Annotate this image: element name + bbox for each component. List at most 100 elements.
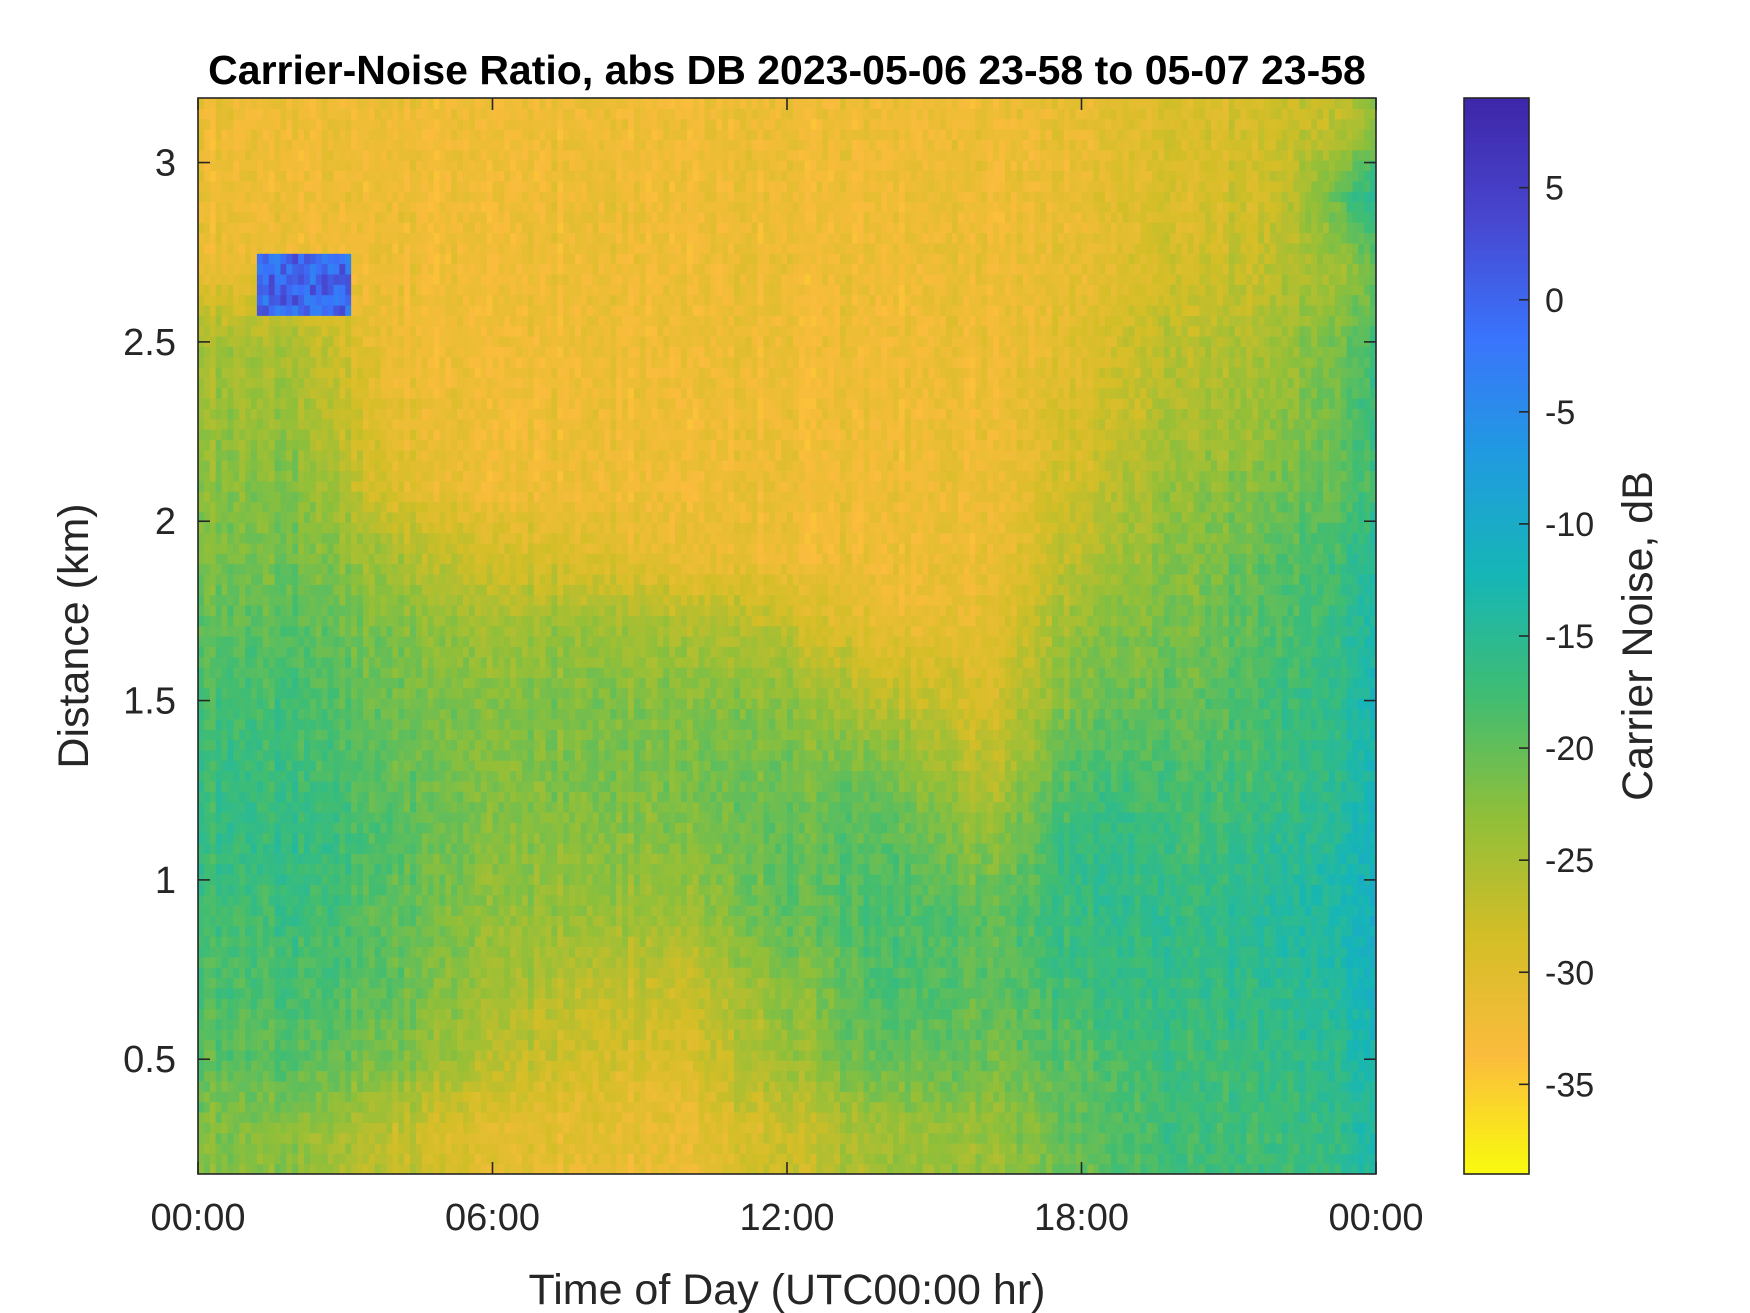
heatmap-cell [215, 1039, 223, 1051]
heatmap-cell [345, 1122, 352, 1134]
heatmap-cell [357, 1008, 364, 1020]
heatmap-cell [969, 998, 977, 1010]
heatmap-cell [751, 1070, 759, 1082]
heatmap-cell [410, 1018, 417, 1030]
heatmap-cell [551, 946, 558, 958]
heatmap-cell [280, 1101, 287, 1113]
heatmap-cell [1087, 1039, 1094, 1051]
heatmap-cell [1134, 998, 1141, 1010]
heatmap-cell [504, 1049, 511, 1061]
heatmap-cell [804, 1111, 812, 1123]
heatmap-cell [1211, 1070, 1218, 1082]
heatmap-cell [951, 1018, 959, 1030]
heatmap-cell [916, 987, 924, 999]
heatmap-cell [339, 1070, 346, 1082]
heatmap-cell [845, 967, 853, 979]
heatmap-cell [1281, 967, 1289, 979]
heatmap-cell [392, 1008, 399, 1020]
heatmap-cell [557, 1049, 564, 1061]
heatmap-cell [1211, 915, 1218, 927]
heatmap-cell [669, 1132, 676, 1144]
heatmap-cell [834, 1111, 841, 1123]
heatmap-cell [1010, 967, 1018, 979]
heatmap-cell [1110, 925, 1118, 937]
heatmap-cell [1317, 1122, 1324, 1134]
heatmap-cell [198, 1153, 205, 1165]
heatmap-cell [1016, 1049, 1024, 1061]
heatmap-cell [863, 925, 871, 937]
heatmap-cell [339, 1039, 346, 1051]
heatmap-cell [474, 1163, 482, 1174]
heatmap-cell [1175, 1008, 1183, 1020]
heatmap-cell [1346, 1018, 1354, 1030]
heatmap-cell [521, 977, 529, 989]
heatmap-cell [887, 946, 894, 958]
heatmap-cell [722, 925, 729, 937]
heatmap-cell [1299, 1060, 1306, 1072]
heatmap-cell [198, 946, 205, 958]
heatmap-cell [657, 956, 664, 968]
heatmap-cell [904, 1008, 912, 1020]
heatmap-cell [1328, 1132, 1336, 1144]
heatmap-cell [675, 1163, 682, 1174]
heatmap-cell [616, 925, 623, 937]
heatmap-cell [510, 1049, 517, 1061]
heatmap-cell [745, 1163, 753, 1174]
heatmap-cell [215, 1101, 223, 1113]
heatmap-cell [421, 1101, 429, 1113]
heatmap-cell [1346, 1132, 1354, 1144]
heatmap-cell [922, 1018, 929, 1030]
heatmap-cell [480, 1122, 488, 1134]
heatmap-cell [887, 1163, 894, 1174]
heatmap-cell [1228, 1070, 1236, 1082]
heatmap-cell [268, 925, 276, 937]
heatmap-cell [404, 977, 411, 989]
heatmap-cell [1099, 1142, 1106, 1154]
heatmap-cell [380, 1049, 388, 1061]
heatmap-cell [463, 1060, 470, 1072]
heatmap-cell [1158, 1153, 1165, 1165]
heatmap-cell [645, 987, 653, 999]
heatmap-cell [457, 1122, 464, 1134]
heatmap-cell [745, 1039, 753, 1051]
heatmap-cell [557, 946, 564, 958]
heatmap-cell [368, 1163, 376, 1174]
heatmap-cell [486, 977, 494, 989]
heatmap-cell [1322, 1132, 1330, 1144]
heatmap-cell [1122, 998, 1130, 1010]
heatmap-cell [1087, 1060, 1094, 1072]
heatmap-cell [198, 977, 205, 989]
heatmap-cell [498, 1163, 505, 1174]
heatmap-cell [840, 925, 847, 937]
heatmap-cell [357, 1101, 364, 1113]
heatmap-cell [1246, 1008, 1253, 1020]
heatmap-cell [722, 967, 729, 979]
heatmap-cell [798, 1070, 806, 1082]
heatmap-cell [857, 1101, 865, 1113]
heatmap-cell [975, 1091, 982, 1103]
heatmap-cell [274, 977, 282, 989]
heatmap-cell [262, 956, 270, 968]
heatmap-cell [1022, 956, 1030, 968]
heatmap-cell [604, 1142, 611, 1154]
heatmap-cell [675, 1039, 682, 1051]
heatmap-cell [1093, 1080, 1100, 1092]
heatmap-cell [1158, 1142, 1165, 1154]
heatmap-cell [1046, 1049, 1053, 1061]
heatmap-cell [857, 977, 865, 989]
heatmap-cell [698, 1163, 706, 1174]
heatmap-cell [1140, 1039, 1147, 1051]
heatmap-cell [198, 956, 205, 968]
heatmap-cell [1057, 1029, 1065, 1041]
heatmap-cell [1010, 1008, 1018, 1020]
heatmap-cell [451, 1132, 458, 1144]
heatmap-cell [728, 1049, 735, 1061]
heatmap-cell [245, 1008, 252, 1020]
heatmap-cell [292, 998, 299, 1010]
heatmap-cell [574, 1163, 582, 1174]
heatmap-cell [1010, 1091, 1018, 1103]
heatmap-cell [999, 1122, 1006, 1134]
heatmap-cell [1158, 1080, 1165, 1092]
heatmap-cell [1187, 1132, 1195, 1144]
heatmap-cell [757, 956, 765, 968]
